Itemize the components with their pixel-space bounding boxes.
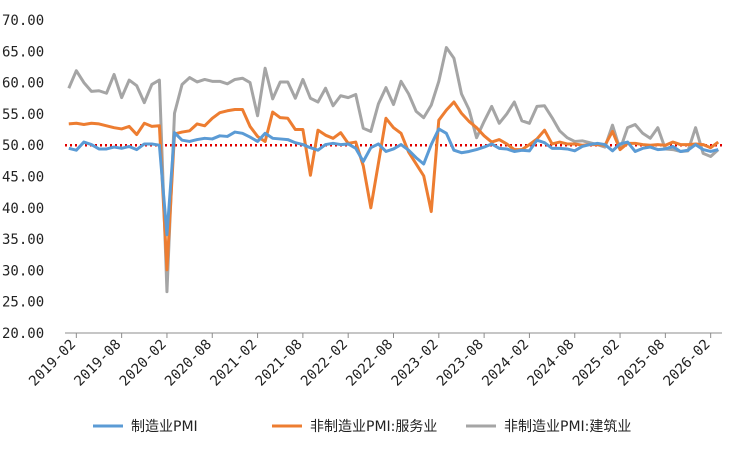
x-tick-label: 2023-02 — [389, 337, 442, 390]
y-tick-label: 60.00 — [2, 76, 44, 92]
x-tick-label: 2026-02 — [660, 337, 713, 390]
x-tick-label: 2023-08 — [434, 337, 487, 390]
x-tick-label: 2024-02 — [479, 337, 532, 390]
x-tick-label: 2024-08 — [525, 337, 578, 390]
y-tick-label: 30.00 — [2, 263, 44, 279]
y-tick-label: 55.00 — [2, 107, 44, 123]
series-lines — [67, 46, 720, 294]
y-axis: 20.00 25.00 30.00 35.00 40.00 45.00 50.00 55.00… — [2, 13, 44, 342]
x-tick-label: 2022-02 — [298, 337, 351, 390]
series-line-1 — [68, 100, 720, 272]
x-tick-label: 2020-08 — [162, 337, 215, 390]
y-tick-label: 70.00 — [2, 13, 44, 29]
x-axis: 2019-022019-082020-022020-082021-022021-… — [26, 332, 722, 390]
legend: 制造业PMI 非制造业PMI:服务业 非制造业PMI:建筑业 — [93, 419, 631, 435]
y-tick-label: 50.00 — [2, 138, 44, 154]
x-tick-label: 2022-08 — [343, 337, 396, 390]
x-tick-label: 2025-08 — [615, 337, 668, 390]
y-tick-label: 40.00 — [2, 201, 44, 217]
y-tick-label: 20.00 — [2, 326, 44, 342]
x-tick-label: 2019-08 — [71, 337, 124, 390]
x-tick-label: 2025-02 — [570, 337, 623, 390]
series-line-2 — [67, 46, 720, 294]
x-tick-label: 2021-02 — [207, 337, 260, 390]
y-tick-label: 65.00 — [2, 44, 44, 60]
legend-label-1: 非制造业PMI:服务业 — [310, 419, 437, 435]
y-tick-label: 35.00 — [2, 232, 44, 248]
legend-label-0: 制造业PMI — [131, 419, 198, 435]
legend-label-2: 非制造业PMI:建筑业 — [504, 419, 631, 435]
y-tick-label: 45.00 — [2, 170, 44, 186]
x-tick-label: 2020-02 — [117, 337, 170, 390]
series-line-0 — [68, 127, 719, 237]
x-tick-label: 2019-02 — [26, 337, 79, 390]
x-tick-label: 2021-08 — [253, 337, 306, 390]
y-tick-label: 25.00 — [2, 295, 44, 311]
